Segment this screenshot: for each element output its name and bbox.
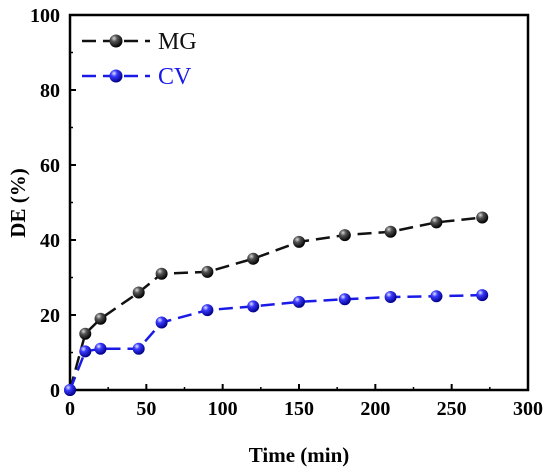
- data-point-cv: [155, 316, 168, 329]
- legend-marker-cv: [109, 69, 123, 83]
- series-line-mg: [68, 216, 483, 391]
- data-point-mg: [155, 267, 168, 280]
- x-tick-label: 250: [437, 398, 467, 420]
- x-tick-label: 100: [208, 398, 238, 420]
- x-tick-label: 50: [136, 398, 156, 420]
- data-point-mg: [476, 211, 489, 224]
- data-point-mg: [94, 312, 107, 325]
- data-point-mg: [79, 327, 92, 340]
- data-point-cv: [79, 345, 92, 358]
- data-point-mg: [338, 229, 351, 242]
- x-axis-title: Time (min): [249, 443, 350, 467]
- x-tick-label: 150: [284, 398, 314, 420]
- y-tick-label: 0: [50, 380, 60, 402]
- plot-frame: [68, 13, 530, 392]
- legend-label-mg: MG: [158, 29, 197, 55]
- data-point-mg: [384, 225, 397, 238]
- x-tick-label: 300: [513, 398, 543, 420]
- y-tick-label: 40: [40, 230, 60, 252]
- y-tick-label: 60: [40, 155, 60, 177]
- data-point-cv: [338, 293, 351, 306]
- series-line-cv: [68, 293, 483, 391]
- data-point-cv: [476, 289, 489, 302]
- data-point-cv: [201, 304, 214, 317]
- data-point-mg: [430, 216, 443, 229]
- data-point-cv: [247, 300, 260, 313]
- y-tick-label: 20: [40, 305, 60, 327]
- data-point-mg: [132, 286, 145, 299]
- data-point-mg: [201, 265, 214, 278]
- data-point-cv: [430, 290, 443, 303]
- data-point-cv: [94, 342, 107, 355]
- x-tick-label: 0: [65, 398, 75, 420]
- data-point-mg: [293, 235, 305, 248]
- legend-marker-mg: [109, 34, 123, 48]
- x-tick-label: 200: [360, 398, 390, 420]
- y-tick-label: 100: [30, 5, 60, 27]
- data-point-cv: [64, 384, 76, 396]
- data-point-mg: [247, 252, 260, 265]
- data-point-cv: [132, 342, 145, 355]
- y-tick-label: 80: [40, 80, 60, 102]
- data-point-cv: [293, 295, 305, 308]
- legend-label-cv: CV: [158, 64, 192, 90]
- data-point-cv: [384, 291, 397, 303]
- y-axis-title: DE (%): [6, 168, 30, 237]
